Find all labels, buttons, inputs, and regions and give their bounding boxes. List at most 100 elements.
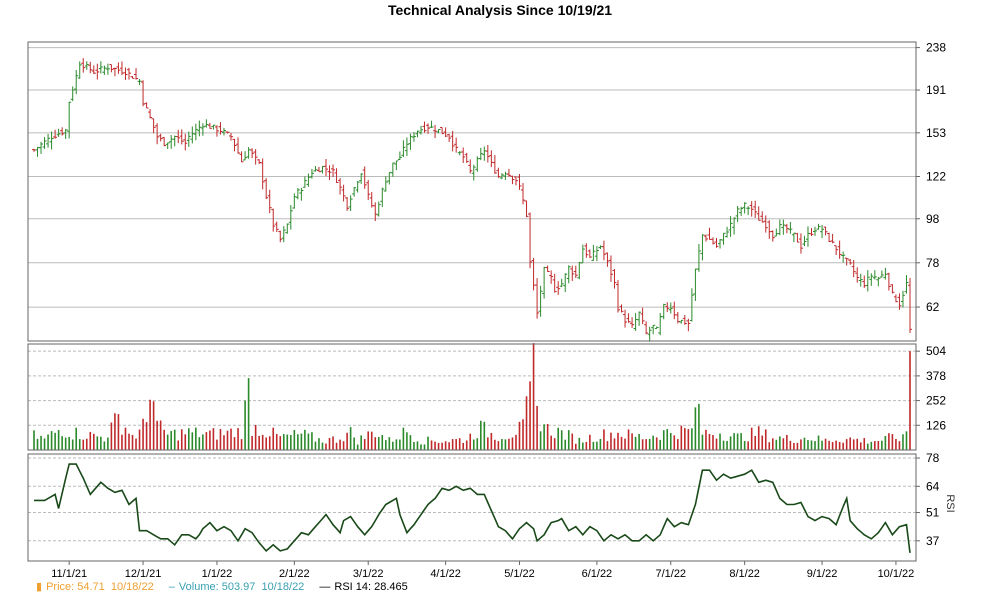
volume-bar: [325, 443, 327, 450]
volume-bar: [504, 439, 507, 450]
volume-bar: [251, 436, 253, 450]
volume-bar: [75, 427, 78, 450]
rsi-axis-tick-label: 64: [926, 479, 940, 493]
volume-bar: [406, 432, 408, 450]
volume-bar: [187, 428, 190, 450]
price-bar: [348, 195, 353, 212]
price-bar: [682, 315, 687, 325]
volume-bar: [856, 438, 859, 450]
legend-volume-date: 10/18/22: [261, 581, 305, 593]
price-bar: [190, 126, 195, 144]
volume-bar: [715, 438, 718, 450]
price-bar: [345, 197, 350, 211]
volume-bar: [265, 437, 267, 450]
volume-bar: [479, 420, 482, 450]
volume-bar: [339, 439, 341, 450]
volume-bar: [82, 439, 85, 450]
price-bar: [703, 234, 708, 242]
volume-bar: [311, 432, 313, 450]
volume-bar: [796, 442, 799, 450]
price-bar: [728, 216, 733, 237]
volume-bar: [377, 436, 380, 450]
volume-bar: [307, 433, 310, 450]
price-bar: [295, 187, 300, 200]
price-bar: [798, 233, 803, 254]
price-bar: [334, 168, 339, 183]
volume-bar: [370, 431, 373, 450]
volume-bar: [694, 407, 697, 450]
volume-bar: [698, 403, 700, 450]
volume-bar: [881, 440, 883, 450]
volume-bar: [152, 401, 155, 450]
price-bar: [373, 202, 378, 221]
volume-bar: [279, 436, 282, 450]
volume-bar: [240, 439, 243, 450]
price-bar: [299, 187, 304, 201]
volume-bar: [47, 434, 49, 450]
volume-bar: [571, 433, 574, 450]
volume-bar: [434, 441, 436, 450]
volume-bar: [810, 440, 813, 450]
rsi-axis-tick-label: 78: [926, 451, 940, 465]
price-bar: [155, 123, 160, 145]
volume-bar: [128, 433, 130, 450]
volume-bar: [472, 439, 475, 450]
volume-bar: [578, 437, 581, 450]
volume-bar: [596, 441, 598, 450]
volume-bar: [786, 434, 788, 450]
price-bar: [714, 237, 719, 248]
x-tick-label: 5/1/22: [504, 568, 535, 580]
volume-bar: [863, 438, 866, 450]
volume-bar: [367, 431, 370, 450]
price-bar: [105, 63, 110, 75]
volume-axis-tick-label: 504: [926, 344, 946, 358]
price-bar: [517, 173, 522, 190]
volume-bar: [304, 429, 306, 450]
legend-price: ▮ Price: 54.71 10/18/22: [36, 580, 154, 593]
price-bar: [162, 137, 167, 147]
price-bar: [401, 140, 406, 158]
volume-bar: [655, 437, 658, 450]
volume-bar: [247, 378, 250, 450]
price-bar: [679, 319, 684, 324]
volume-bar: [761, 435, 764, 450]
price-bar: [436, 128, 441, 134]
price-bar: [415, 130, 420, 138]
volume-bar: [888, 433, 890, 450]
volume-bar: [131, 434, 134, 450]
price-bar: [893, 294, 898, 303]
volume-bar: [553, 438, 556, 450]
price-bar: [756, 206, 761, 221]
volume-bar: [852, 439, 855, 450]
price-bar: [397, 151, 402, 161]
price-bar: [418, 125, 423, 135]
price-bar: [123, 67, 128, 80]
volume-bar: [610, 432, 612, 450]
volume-bar: [71, 439, 74, 450]
panel-frames: [27, 41, 917, 562]
price-bar: [908, 277, 912, 333]
volume-bar: [191, 432, 194, 450]
price-bar: [221, 127, 226, 136]
volume-axis-tick-label: 252: [926, 394, 946, 408]
price-axis-tick-label: 122: [926, 169, 946, 183]
price-bar: [791, 232, 796, 243]
volume-bar: [905, 431, 908, 450]
volume-bar: [592, 441, 595, 450]
volume-bar: [782, 438, 785, 450]
volume-bar: [254, 424, 257, 450]
price-bar: [528, 212, 533, 269]
price-bar: [264, 178, 269, 200]
volume-bar: [515, 434, 517, 450]
volume-bar: [740, 433, 742, 450]
volume-bar: [866, 443, 869, 450]
price-bar: [795, 232, 800, 243]
volume-bar: [142, 418, 144, 450]
volume-bar: [93, 433, 95, 450]
volume-bar: [465, 440, 468, 450]
volume-bar: [321, 442, 324, 450]
volume-bar: [258, 435, 260, 450]
volume-bar: [895, 438, 897, 450]
price-bar: [116, 62, 121, 74]
volume-bar: [286, 434, 289, 450]
